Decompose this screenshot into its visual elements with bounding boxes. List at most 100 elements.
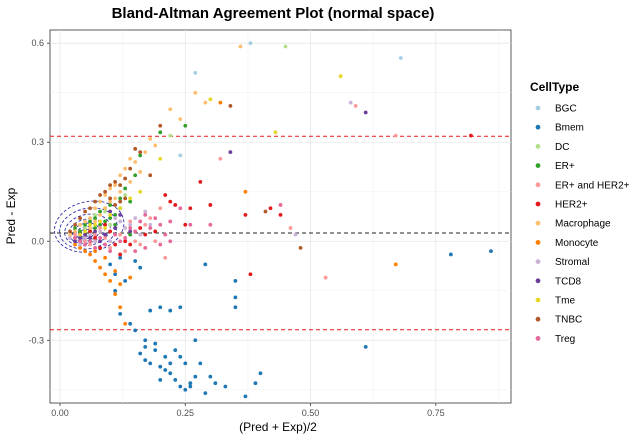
data-point (113, 288, 118, 293)
legend-label: ER+ (555, 161, 575, 172)
data-point (183, 387, 188, 392)
data-point (193, 374, 198, 379)
data-point (173, 348, 178, 353)
data-point (93, 222, 97, 227)
data-point (263, 209, 268, 214)
data-point (113, 272, 118, 277)
y-axis-ticks: -0.3 0.0 0.3 0.6 (28, 38, 50, 345)
data-point (113, 183, 118, 188)
x-axis-label: (Pred + Exp)/2 (239, 420, 317, 434)
legend-key (535, 220, 541, 226)
data-point (178, 384, 183, 389)
data-point (168, 219, 173, 224)
data-point (348, 100, 353, 105)
data-point (253, 381, 258, 386)
data-point (489, 249, 493, 254)
data-point (93, 236, 97, 240)
data-point (203, 262, 208, 267)
data-point (103, 193, 108, 197)
data-point (288, 226, 293, 230)
data-point (273, 130, 278, 135)
legend-label: TCD8 (555, 276, 582, 287)
data-point (73, 229, 77, 234)
data-point (83, 249, 87, 254)
data-point (93, 199, 97, 204)
legend-key (535, 278, 541, 284)
data-point (148, 226, 153, 230)
y-tick-label: 0.3 (31, 137, 44, 147)
data-point (108, 203, 113, 207)
legend: CellType BGC Bmem DC ER+ ER+ and HER2+ HER2+ M… (530, 80, 630, 345)
data-point (118, 219, 123, 224)
data-point (78, 245, 82, 250)
legend-label: Stromal (555, 257, 589, 268)
legend-label: TNBC (555, 315, 582, 326)
data-point (103, 206, 108, 211)
legend-key (535, 259, 541, 264)
data-point (158, 364, 163, 369)
data-point (103, 189, 108, 194)
data-point (88, 242, 92, 247)
data-point (98, 209, 103, 214)
legend-items: BGC Bmem DC ER+ ER+ and HER2+ HER2+ Macrophage… (535, 104, 630, 345)
data-point (158, 222, 163, 227)
data-point (163, 193, 168, 197)
density-contour (59, 207, 118, 250)
data-point (158, 123, 163, 128)
data-point (103, 232, 108, 237)
data-point (148, 222, 153, 227)
data-point (73, 242, 77, 247)
data-point (118, 189, 123, 194)
data-point (163, 368, 168, 372)
data-point (138, 153, 143, 158)
data-point (118, 206, 123, 211)
data-point (118, 282, 123, 287)
data-point (133, 239, 138, 244)
legend-key (535, 316, 541, 322)
data-point (103, 222, 108, 227)
data-point (143, 232, 148, 237)
data-point (218, 100, 223, 105)
data-point (143, 150, 148, 155)
legend-label: ER+ and HER2+ (555, 180, 630, 191)
data-point (73, 239, 77, 244)
data-point (268, 206, 273, 211)
data-point (183, 361, 188, 366)
data-point (128, 321, 133, 326)
data-point (93, 249, 97, 254)
data-point (98, 265, 103, 270)
legend-key (535, 182, 541, 188)
data-point (123, 226, 128, 230)
data-point (138, 170, 143, 174)
y-tick-label: -0.3 (28, 335, 44, 345)
data-point (193, 338, 198, 343)
data-point (153, 216, 158, 221)
data-point (78, 236, 82, 240)
data-point (108, 209, 113, 214)
data-point (469, 133, 473, 138)
data-point (93, 239, 97, 244)
data-point (93, 206, 97, 211)
data-point (198, 361, 203, 366)
data-point (168, 239, 173, 244)
data-point (93, 259, 97, 263)
data-point (283, 44, 288, 49)
data-point (113, 222, 118, 227)
data-point (118, 239, 123, 244)
data-point (298, 245, 303, 250)
data-point (233, 295, 238, 300)
data-point (168, 199, 173, 204)
data-point (108, 245, 113, 250)
data-point (178, 206, 183, 211)
legend-key (535, 105, 541, 111)
data-point (98, 219, 103, 224)
legend-label: BGC (555, 104, 577, 115)
data-point (118, 252, 123, 257)
legend-label: DC (555, 142, 569, 153)
legend-key (535, 297, 541, 303)
data-point (138, 189, 143, 194)
data-point (178, 305, 183, 310)
data-point (223, 384, 228, 389)
data-point (113, 269, 118, 273)
